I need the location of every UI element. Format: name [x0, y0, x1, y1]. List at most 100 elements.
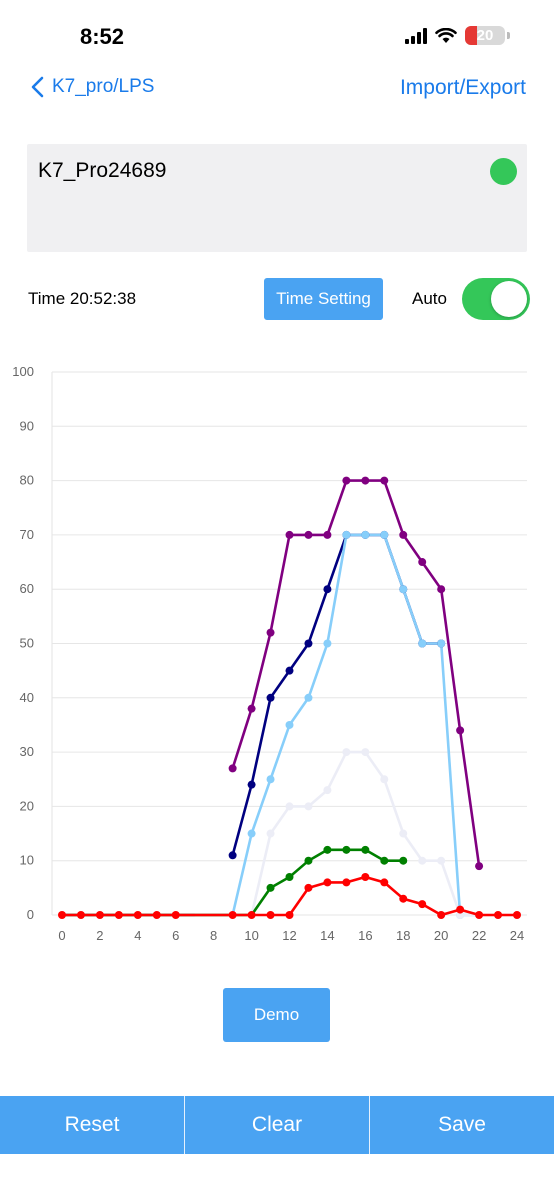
series-5-point: [304, 856, 313, 865]
series-4-point: [323, 786, 332, 795]
series-1-point: [342, 476, 351, 485]
x-tick-label: 4: [134, 928, 141, 943]
status-icons: 20: [405, 26, 510, 45]
series-6-point: [247, 911, 256, 919]
bottom-action-bar: Reset Clear Save: [0, 1096, 554, 1154]
y-tick-label: 100: [12, 364, 34, 379]
series-4-point: [380, 775, 389, 784]
series-6-point: [152, 911, 161, 919]
series-6-point: [380, 878, 389, 887]
series-4-point: [285, 802, 294, 811]
series-3-point: [266, 775, 275, 784]
series-3-point: [361, 530, 370, 539]
series-6-point: [399, 894, 408, 903]
y-tick-label: 0: [27, 907, 34, 922]
series-4-point: [437, 856, 446, 865]
import-export-button[interactable]: Import/Export: [399, 76, 526, 99]
x-tick-label: 14: [320, 928, 334, 943]
device-card[interactable]: K7_Pro24689: [27, 144, 527, 252]
series-6-point: [58, 911, 66, 919]
demo-button[interactable]: Demo: [223, 988, 330, 1042]
series-2-point: [285, 666, 294, 675]
series-5-point: [380, 856, 389, 865]
series-6-point: [228, 911, 237, 919]
series-3-point: [399, 585, 408, 594]
series-line-4: [62, 750, 517, 917]
y-tick-label: 50: [20, 636, 34, 651]
series-6-point: [304, 883, 313, 892]
save-button[interactable]: Save: [369, 1096, 554, 1154]
series-6-point: [171, 911, 180, 919]
device-name: K7_Pro24689: [38, 159, 167, 182]
series-6-point: [323, 878, 332, 887]
x-tick-label: 8: [210, 928, 217, 943]
auto-toggle[interactable]: [462, 278, 530, 320]
series-1-point: [380, 476, 389, 485]
series-4-point: [418, 856, 427, 865]
battery-icon: 20: [465, 26, 505, 45]
series-5-point: [399, 856, 408, 865]
battery-level: 20: [476, 27, 494, 44]
series-2-point: [228, 851, 237, 860]
series-3-point: [437, 639, 446, 648]
back-label: K7_pro/LPS: [52, 76, 155, 97]
series-6-point: [342, 878, 351, 887]
series-4-point: [399, 829, 408, 838]
series-1-point: [266, 628, 275, 637]
series-3-point: [342, 530, 351, 539]
series-1-point: [247, 704, 256, 713]
series-2-point: [323, 585, 332, 594]
series-6-point: [95, 911, 104, 919]
clear-button[interactable]: Clear: [184, 1096, 369, 1154]
series-6-point: [133, 911, 142, 919]
series-6-point: [475, 911, 484, 919]
series-1-point: [437, 585, 446, 594]
x-tick-label: 10: [244, 928, 258, 943]
y-tick-label: 40: [20, 690, 34, 705]
series-2-point: [247, 780, 256, 789]
series-6-point: [361, 872, 370, 881]
cellular-signal-icon: [405, 27, 427, 44]
x-tick-label: 22: [472, 928, 486, 943]
series-1-point: [399, 530, 408, 539]
time-setting-button[interactable]: Time Setting: [264, 278, 383, 320]
y-tick-label: 10: [20, 853, 34, 868]
series-4-point: [266, 829, 275, 838]
back-button[interactable]: K7_pro/LPS: [30, 76, 154, 98]
connection-status-indicator: [490, 158, 517, 185]
navigation-bar: K7_pro/LPS Import/Export: [0, 72, 554, 108]
series-3-point: [285, 720, 294, 729]
x-tick-label: 2: [96, 928, 103, 943]
status-bar: 8:52 20: [0, 0, 554, 70]
y-tick-label: 90: [20, 418, 34, 433]
series-6-point: [437, 911, 446, 919]
series-3-point: [304, 693, 313, 702]
x-tick-label: 18: [396, 928, 410, 943]
series-1-point: [323, 530, 332, 539]
auto-label: Auto: [412, 289, 447, 308]
series-line-3: [62, 533, 480, 917]
reset-button[interactable]: Reset: [0, 1096, 184, 1154]
x-tick-label: 20: [434, 928, 448, 943]
series-3-point: [418, 639, 427, 648]
series-1-point: [456, 726, 465, 735]
series-5-point: [323, 845, 332, 854]
series-1-point: [361, 476, 370, 485]
series-4-point: [342, 748, 351, 757]
y-tick-label: 60: [20, 581, 34, 596]
y-tick-label: 30: [20, 744, 34, 759]
series-6-point: [513, 911, 521, 919]
toggle-knob: [491, 281, 527, 317]
y-tick-label: 70: [20, 527, 34, 542]
series-1-point: [304, 530, 313, 539]
time-row: Time 20:52:38 Time Setting Auto: [0, 278, 554, 320]
x-tick-label: 24: [510, 928, 524, 943]
x-tick-label: 0: [58, 928, 65, 943]
series-1-point: [418, 558, 427, 567]
series-1-point: [285, 530, 294, 539]
series-5-point: [266, 883, 275, 892]
series-5-point: [342, 845, 351, 854]
series-6-point: [456, 905, 465, 914]
series-3-point: [380, 530, 389, 539]
